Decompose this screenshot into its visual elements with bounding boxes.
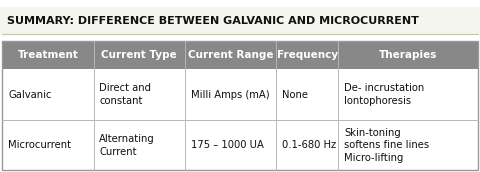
Bar: [2, 41, 478, 170]
Text: SUMMARY: DIFFERENCE BETWEEN GALVANIC AND MICROCURRENT: SUMMARY: DIFFERENCE BETWEEN GALVANIC AND…: [7, 16, 419, 26]
Bar: [2, 120, 478, 170]
Text: Frequency: Frequency: [276, 50, 338, 60]
Text: 175 – 1000 UA: 175 – 1000 UA: [191, 140, 264, 150]
Text: Alternating
Current: Alternating Current: [99, 134, 155, 157]
Text: Microcurrent: Microcurrent: [8, 140, 71, 150]
Text: Current Range: Current Range: [188, 50, 273, 60]
Text: Galvanic: Galvanic: [8, 90, 52, 100]
Bar: [2, 69, 478, 120]
Text: Milli Amps (mA): Milli Amps (mA): [191, 90, 269, 100]
Text: Skin-toning
softens fine lines
Micro-lifting: Skin-toning softens fine lines Micro-lif…: [344, 128, 429, 163]
Text: Therapies: Therapies: [379, 50, 437, 60]
Text: De- incrustation
Iontophoresis: De- incrustation Iontophoresis: [344, 83, 424, 106]
Text: Current Type: Current Type: [101, 50, 177, 60]
Text: Direct and
constant: Direct and constant: [99, 83, 151, 106]
Bar: [2, 41, 478, 69]
Bar: [0, 7, 480, 34]
Text: None: None: [282, 90, 308, 100]
Text: 0.1-680 Hz: 0.1-680 Hz: [282, 140, 336, 150]
Text: Treatment: Treatment: [18, 50, 78, 60]
